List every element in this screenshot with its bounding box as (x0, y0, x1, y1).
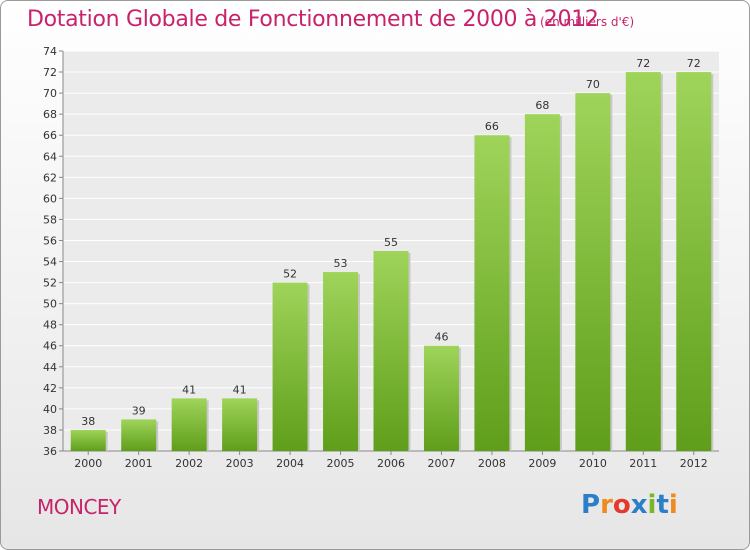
bar (272, 282, 308, 451)
bar (474, 135, 510, 452)
data-label: 39 (132, 404, 146, 417)
y-tick-label: 62 (43, 171, 57, 184)
y-tick-label: 72 (43, 66, 57, 79)
logo-letter: i (668, 490, 678, 520)
bar (70, 429, 106, 451)
logo-letter: P (581, 490, 601, 520)
x-tick-label: 2006 (377, 457, 405, 470)
x-tick-label: 2001 (125, 457, 153, 470)
logo-letter: x (630, 490, 648, 520)
y-tick-label: 56 (43, 234, 57, 247)
bar (373, 251, 409, 451)
data-label: 70 (586, 78, 600, 91)
bar (171, 398, 207, 451)
y-tick-label: 74 (43, 45, 57, 58)
proxiti-logo: Proxiti (581, 490, 678, 520)
commune-name: MONCEY (37, 495, 121, 519)
x-tick-label: 2000 (74, 457, 102, 470)
data-label: 55 (384, 236, 398, 249)
y-tick-label: 44 (43, 361, 57, 374)
data-label: 41 (233, 383, 247, 396)
y-tick-label: 68 (43, 108, 57, 121)
x-tick-label: 2011 (629, 457, 657, 470)
y-tick-label: 60 (43, 192, 57, 205)
y-tick-label: 40 (43, 403, 57, 416)
logo-letter: t (656, 490, 669, 520)
x-tick-label: 2008 (478, 457, 506, 470)
logo-letter: r (600, 490, 613, 520)
x-tick-label: 2002 (175, 457, 203, 470)
bar (575, 93, 611, 452)
y-tick-label: 64 (43, 150, 57, 163)
data-label: 66 (485, 120, 499, 133)
y-tick-label: 50 (43, 298, 57, 311)
y-tick-label: 36 (43, 445, 57, 458)
data-label: 53 (334, 257, 348, 270)
y-tick-label: 52 (43, 277, 57, 290)
data-label: 72 (636, 57, 650, 70)
bar (676, 72, 712, 451)
data-label: 41 (182, 383, 196, 396)
x-tick-label: 2007 (427, 457, 455, 470)
bar (423, 345, 459, 451)
y-tick-label: 58 (43, 213, 57, 226)
bar (625, 72, 661, 451)
data-label: 72 (687, 57, 701, 70)
data-label: 52 (283, 268, 297, 281)
data-label: 46 (434, 331, 448, 344)
x-tick-label: 2010 (579, 457, 607, 470)
data-label: 68 (535, 99, 549, 112)
bar (222, 398, 258, 451)
y-tick-label: 46 (43, 340, 57, 353)
x-tick-label: 2005 (327, 457, 355, 470)
bar (323, 272, 359, 451)
y-tick-label: 38 (43, 424, 57, 437)
data-label: 38 (81, 415, 95, 428)
x-tick-label: 2003 (226, 457, 254, 470)
bar (121, 419, 157, 451)
logo-letter: o (612, 490, 631, 520)
x-tick-label: 2004 (276, 457, 304, 470)
y-tick-label: 42 (43, 382, 57, 395)
y-tick-label: 70 (43, 87, 57, 100)
bar (524, 114, 560, 451)
y-tick-label: 66 (43, 129, 57, 142)
chart-title: Dotation Globale de Fonctionnement de 20… (27, 7, 599, 32)
y-tick-label: 54 (43, 256, 57, 269)
x-tick-label: 2009 (528, 457, 556, 470)
y-tick-label: 48 (43, 319, 57, 332)
x-tick-label: 2012 (680, 457, 708, 470)
chart-unit: (en milliers d'€) (540, 15, 635, 29)
logo-letter: i (647, 490, 657, 520)
